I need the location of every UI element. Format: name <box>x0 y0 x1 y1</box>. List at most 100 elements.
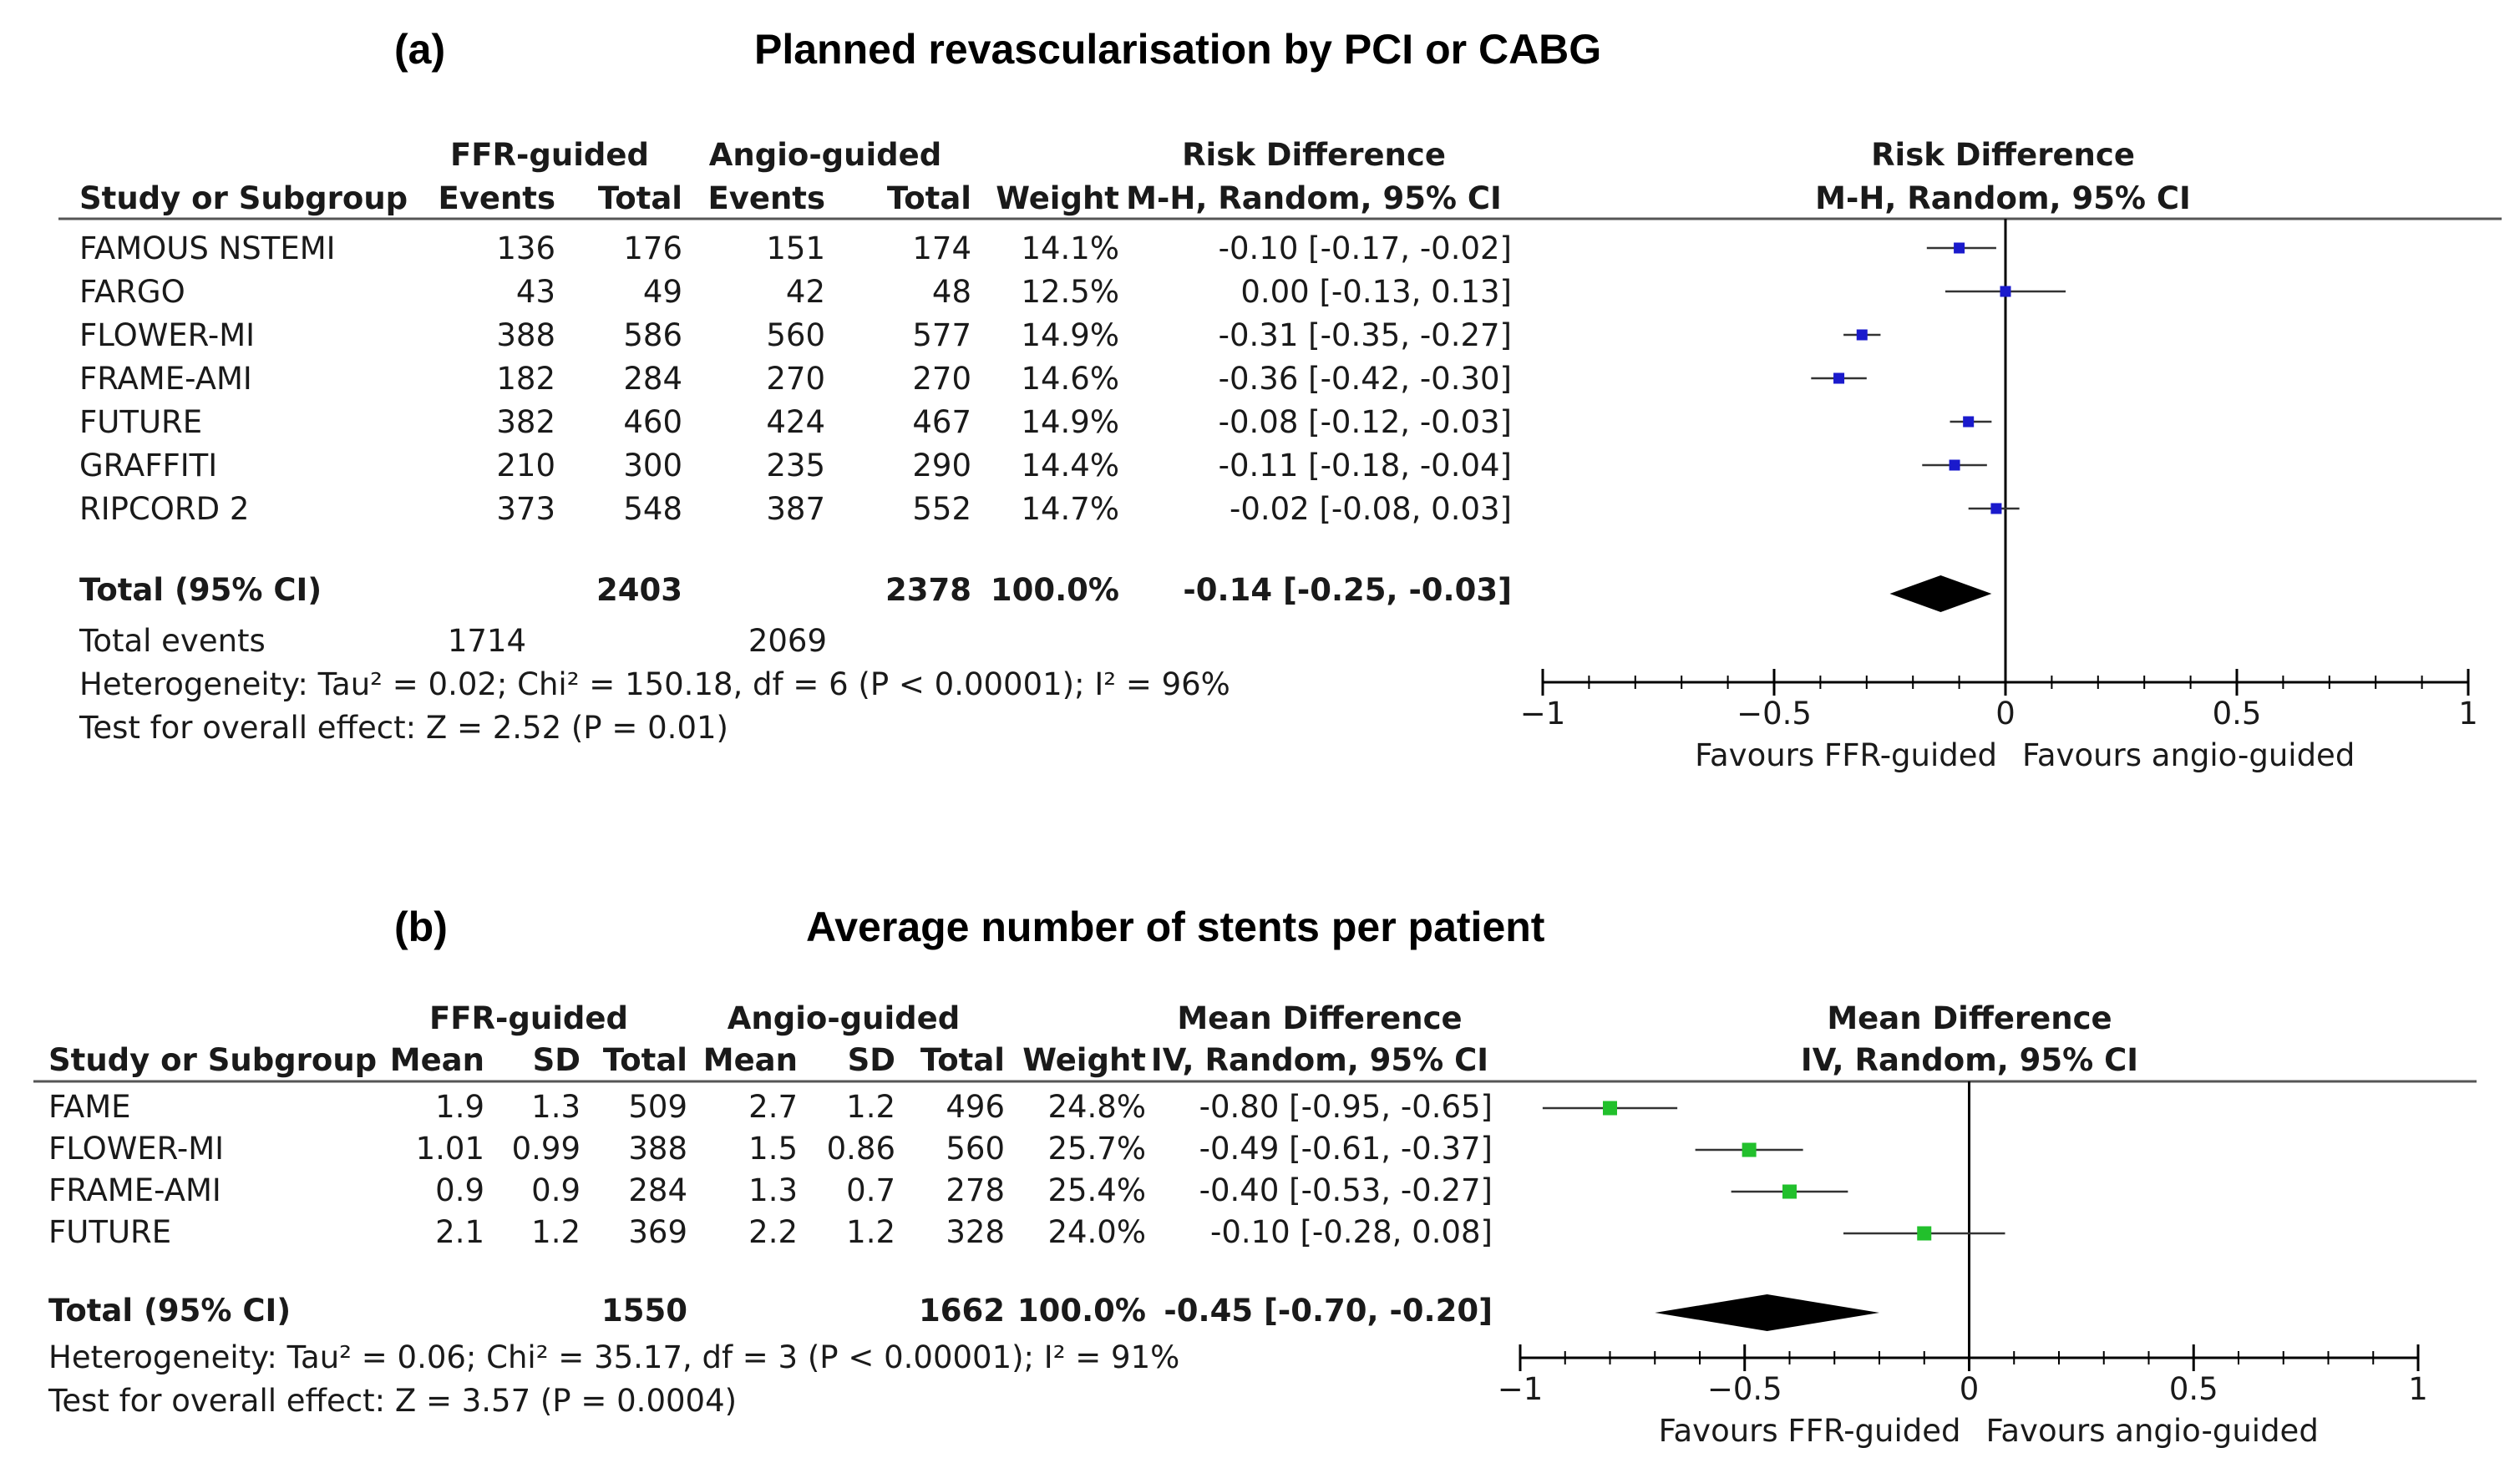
ci-text: 0.00 [-0.13, 0.13] <box>1240 274 1512 310</box>
point-estimate <box>1963 416 1975 428</box>
ci-text: -0.14 [-0.25, -0.03] <box>1183 572 1512 608</box>
panel-a-col-g1-events: Events <box>438 180 555 216</box>
panel-a-total-row: Total (95% CI) 2403 2378 100.0% -0.14 [-… <box>79 572 1512 608</box>
panel-b-study-row: FUTURE 2.1 1.2 369 2.2 1.2 328 24.0% -0.… <box>48 1214 1493 1250</box>
panel-b-col-g2-sd: SD <box>848 1042 895 1078</box>
panel-b-col-study: Study or Subgroup <box>48 1042 377 1078</box>
x-tick-label: 1 <box>2458 696 2478 732</box>
g1-events: 182 <box>496 361 555 397</box>
point-estimate <box>1949 459 1960 471</box>
point-estimate <box>1954 242 1965 254</box>
panel-a-study-row: GRAFFITI 210 300 235 290 14.4% -0.11 [-0… <box>79 448 1512 483</box>
overall-effect-text: Test for overall effect: Z = 3.57 (P = 0… <box>48 1383 737 1419</box>
study-name: FLOWER-MI <box>79 317 255 353</box>
study-name: GRAFFITI <box>79 448 217 483</box>
point-estimate <box>1856 329 1868 341</box>
ci-text: -0.31 [-0.35, -0.27] <box>1219 317 1512 353</box>
ci-text: -0.49 [-0.61, -0.37] <box>1199 1131 1493 1167</box>
pooled-diamond <box>1889 575 1992 612</box>
panel-a-label: (a) <box>394 26 445 73</box>
g1-total: 176 <box>623 230 682 266</box>
panel-b-study-row: FRAME-AMI 0.9 0.9 284 1.3 0.7 278 25.4% … <box>48 1172 1493 1208</box>
point-estimate <box>1603 1101 1617 1116</box>
study-name: FUTURE <box>48 1214 171 1250</box>
panel-b-total-row: Total (95% CI) 1550 1662 100.0% -0.45 [-… <box>48 1293 1493 1329</box>
panel-a-effect-header: Risk Difference <box>1182 137 1446 173</box>
weight: 25.7% <box>1047 1131 1146 1167</box>
g2-total: 328 <box>946 1214 1005 1250</box>
ci-text: -0.10 [-0.17, -0.02] <box>1219 230 1512 266</box>
g1-events: 136 <box>496 230 555 266</box>
g2-total: 270 <box>912 361 971 397</box>
g1-total: 548 <box>623 491 682 527</box>
study-name: FRAME-AMI <box>79 361 252 397</box>
g2-total: 174 <box>912 230 971 266</box>
g1-total: 284 <box>623 361 682 397</box>
g2-mean: 2.2 <box>748 1214 798 1250</box>
g2-sd: 0.7 <box>846 1172 895 1208</box>
x-tick-label: 0.5 <box>2169 1371 2218 1407</box>
panel-a-study-row: FRAME-AMI 182 284 270 270 14.6% -0.36 [-… <box>79 361 1512 397</box>
g1-mean: 2.1 <box>435 1214 484 1250</box>
panel-a-plot-method: M-H, Random, 95% CI <box>1815 180 2191 216</box>
g1-events: 373 <box>496 491 555 527</box>
g1-total: 586 <box>623 317 682 353</box>
point-estimate <box>1833 372 1845 384</box>
g2-events: 270 <box>766 361 825 397</box>
panel-a-col-g1-total: Total <box>598 180 682 216</box>
favours-left-label: Favours FFR-guided <box>1695 737 1997 773</box>
panel-a-group1-header: FFR-guided <box>450 137 649 173</box>
g1-events: 388 <box>496 317 555 353</box>
g1-total: 284 <box>628 1172 687 1208</box>
total-label: Total (95% CI) <box>48 1293 291 1329</box>
ci-text: -0.36 [-0.42, -0.30] <box>1219 361 1512 397</box>
g1-total: 49 <box>643 274 682 310</box>
heterogeneity-text: Heterogeneity: Tau² = 0.02; Chi² = 150.1… <box>79 666 1230 702</box>
total-events-label: Total events <box>79 623 266 659</box>
g2-mean: 2.7 <box>748 1089 798 1125</box>
panel-b-col-weight: Weight <box>1022 1042 1146 1078</box>
panel-b: (b) Average number of stents per patient… <box>33 904 2477 1449</box>
g2-events: 424 <box>766 404 825 440</box>
ci-text: -0.40 [-0.53, -0.27] <box>1199 1172 1493 1208</box>
g2-total: 577 <box>912 317 971 353</box>
panel-b-plot: −1 −0.5 0 0.5 1 Favours FFR-guided Favours ang… <box>1498 1081 2428 1449</box>
g2-sd: 0.86 <box>827 1131 895 1167</box>
g1-total: 509 <box>628 1089 687 1125</box>
panel-a-plot-effect-header: Risk Difference <box>1871 137 2135 173</box>
point-estimate <box>1782 1184 1797 1199</box>
point-estimate <box>1990 503 2002 514</box>
weight: 14.4% <box>1021 448 1119 483</box>
weight: 100.0% <box>1017 1293 1146 1329</box>
study-name: FAMOUS NSTEMI <box>79 230 336 266</box>
g1-total: 300 <box>623 448 682 483</box>
g1-sd: 0.9 <box>531 1172 581 1208</box>
weight: 14.9% <box>1021 404 1119 440</box>
panel-a-col-weight: Weight <box>996 180 1119 216</box>
g2-total: 2378 <box>885 572 971 608</box>
ci-text: -0.02 [-0.08, 0.03] <box>1230 491 1512 527</box>
g2-events: 387 <box>766 491 825 527</box>
g1-total: 2403 <box>596 572 682 608</box>
g1-total: 460 <box>623 404 682 440</box>
panel-a-col-g2-total: Total <box>887 180 971 216</box>
g1-sd: 0.99 <box>512 1131 581 1167</box>
g1-total: 1550 <box>601 1293 687 1329</box>
g1-events: 210 <box>496 448 555 483</box>
study-name: FAME <box>48 1089 131 1125</box>
panel-a-plot: −1 −0.5 0 0.5 1 Favours FFR-guided Favours ang… <box>1520 219 2478 773</box>
ci-text: -0.80 [-0.95, -0.65] <box>1199 1089 1493 1125</box>
point-estimate <box>2000 286 2011 297</box>
g2-total: 467 <box>912 404 971 440</box>
panel-b-col-g1-total: Total <box>603 1042 687 1078</box>
study-name: RIPCORD 2 <box>79 491 249 527</box>
weight: 24.0% <box>1047 1214 1146 1250</box>
overall-effect-text: Test for overall effect: Z = 2.52 (P = 0… <box>79 710 728 746</box>
g2-events: 560 <box>766 317 825 353</box>
x-tick-label: −0.5 <box>1737 696 1812 732</box>
panel-b-col-g2-mean: Mean <box>703 1042 798 1078</box>
x-tick-label: −1 <box>1498 1371 1544 1407</box>
panel-a-group2-header: Angio-guided <box>709 137 942 173</box>
weight: 14.9% <box>1021 317 1119 353</box>
heterogeneity-text: Heterogeneity: Tau² = 0.06; Chi² = 35.17… <box>48 1339 1179 1375</box>
